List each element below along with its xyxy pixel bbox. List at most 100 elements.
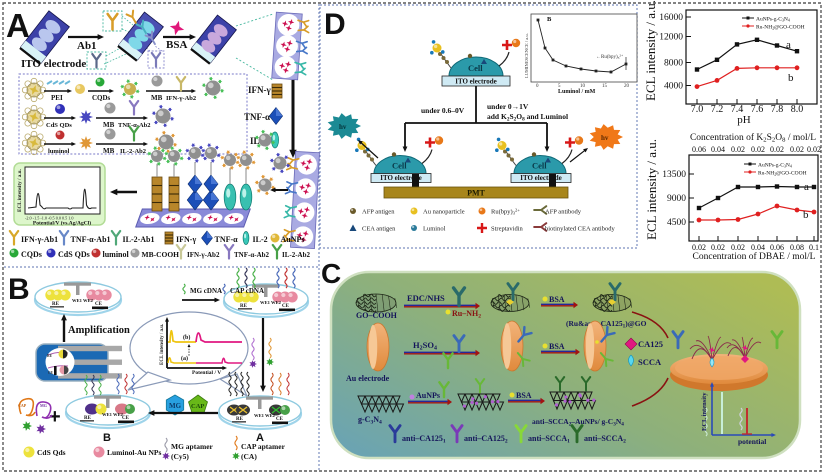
svg-text:BSA: BSA	[516, 391, 532, 400]
svg-text:hv: hv	[601, 134, 609, 142]
svg-text:MG cDNA: MG cDNA	[190, 287, 222, 295]
svg-text:ECL intensity / a.u.: ECL intensity / a.u.	[643, 0, 658, 101]
svg-text:Streptavidin: Streptavidin	[491, 226, 524, 233]
svg-text:IFN-γ: IFN-γ	[176, 235, 196, 244]
svg-text:0.02: 0.02	[731, 145, 745, 154]
svg-text:MG: MG	[40, 403, 47, 408]
svg-text:0.02: 0.02	[692, 243, 706, 252]
svg-text:PEI: PEI	[51, 94, 63, 102]
svg-text:-2.0 -1.5 -1.0 -0.5 0.0 0.5 1.: -2.0 -1.5 -1.0 -0.5 0.0 0.5 1.0	[25, 216, 74, 221]
svg-text:Cell: Cell	[392, 161, 407, 171]
svg-text:Cell: Cell	[468, 63, 483, 73]
svg-text:g-C3N4: g-C3N4	[358, 415, 382, 426]
svg-text:Potential/V (vs.Ag/AgCl): Potential/V (vs.Ag/AgCl)	[33, 220, 91, 227]
svg-text:CE: CE	[95, 302, 103, 307]
svg-text:C: C	[321, 258, 341, 289]
svg-text:B: B	[103, 432, 111, 444]
svg-text:Concentration of K2S2O8 / mol/: Concentration of K2S2O8 / mol/L	[690, 132, 816, 144]
svg-text:9000: 9000	[667, 194, 686, 204]
svg-text:Luminol / mM: Luminol / mM	[558, 89, 596, 95]
svg-text:ITO electrode: ITO electrode	[21, 58, 86, 70]
svg-text:WE1 WE2: WE1 WE2	[260, 300, 282, 305]
svg-text:PMT: PMT	[467, 189, 485, 198]
svg-text:0.02: 0.02	[711, 243, 725, 252]
svg-text:7.4: 7.4	[731, 104, 744, 115]
svg-text:anti–SCCA1: anti–SCCA1	[528, 434, 570, 445]
svg-text:7.6: 7.6	[751, 104, 764, 115]
svg-text:AuNPs: AuNPs	[416, 391, 440, 400]
svg-text:20: 20	[624, 84, 630, 89]
svg-text:TNF-α: TNF-α	[215, 235, 239, 244]
svg-text:(b): (b)	[183, 334, 190, 341]
svg-text:anti–CA1251: anti–CA1251	[402, 434, 446, 445]
svg-text:CE: CE	[122, 416, 130, 421]
svg-text:a: a	[786, 39, 791, 51]
svg-text:RE: RE	[84, 416, 92, 421]
svg-text:pH: pH	[737, 114, 751, 126]
svg-text:luminol: luminol	[48, 148, 70, 155]
svg-text:4500: 4500	[667, 218, 686, 228]
svg-text:CE: CE	[276, 417, 284, 422]
svg-text:SCCA: SCCA	[638, 357, 662, 367]
svg-text:TNF-α-Ab2: TNF-α-Ab2	[118, 122, 151, 129]
svg-text:TNF-α: TNF-α	[244, 112, 270, 122]
svg-text:CA125: CA125	[638, 339, 663, 349]
svg-text:GO–COOH: GO–COOH	[356, 311, 398, 320]
svg-text:0.02: 0.02	[790, 145, 804, 154]
svg-text:(a): (a)	[181, 355, 188, 362]
svg-text:12000: 12000	[659, 33, 683, 43]
svg-text:ECL intensity / a.u.: ECL intensity / a.u.	[160, 323, 165, 365]
svg-text:D: D	[324, 8, 346, 41]
svg-text:luminol: luminol	[103, 250, 130, 259]
svg-text:anti–SCCA2: anti–SCCA2	[584, 434, 626, 445]
svg-text:Cell: Cell	[532, 161, 547, 171]
svg-text:Ru-NH2@GO-COOH: Ru-NH2@GO-COOH	[756, 25, 805, 31]
svg-text:Luminol-Au NPs: Luminol-Au NPs	[107, 448, 161, 457]
svg-text:CdS QDs: CdS QDs	[46, 122, 72, 129]
svg-text:CAP cDNA: CAP cDNA	[230, 287, 264, 295]
svg-text:under 0.6–0V: under 0.6–0V	[421, 106, 465, 115]
svg-text:CAP: CAP	[18, 403, 27, 408]
svg-text:7.0: 7.0	[691, 104, 704, 115]
svg-text:0.02: 0.02	[807, 145, 821, 154]
svg-text:0.02: 0.02	[731, 243, 745, 252]
svg-text:potential: potential	[738, 437, 766, 446]
svg-text:5: 5	[558, 84, 561, 89]
svg-text:b: b	[788, 72, 794, 84]
svg-text:B: B	[8, 273, 30, 306]
svg-text:(Cy5): (Cy5)	[171, 452, 189, 461]
svg-text:IL-2-Ab2: IL-2-Ab2	[120, 148, 146, 155]
svg-text:BSA: BSA	[549, 295, 565, 304]
svg-text:under 0→1V: under 0→1V	[487, 102, 529, 111]
svg-text:Ru(bpy)32+: Ru(bpy)32+	[491, 208, 520, 216]
svg-text:Ru–NH2: Ru–NH2	[452, 309, 481, 320]
svg-text:MG aptamer: MG aptamer	[171, 442, 214, 451]
svg-text:RE: RE	[240, 304, 248, 309]
svg-text:RE: RE	[47, 354, 53, 358]
svg-text:MB: MB	[151, 94, 163, 102]
svg-text:TNF-α-Ab2: TNF-α-Ab2	[234, 251, 270, 259]
svg-text:EDC/NHS: EDC/NHS	[407, 293, 445, 303]
svg-text:MG: MG	[169, 402, 182, 410]
svg-text:CEA antigen: CEA antigen	[362, 226, 396, 233]
svg-text:AuNPs-g-C3N4: AuNPs-g-C3N4	[756, 17, 790, 23]
svg-text:ITO electrode: ITO electrode	[380, 174, 422, 182]
svg-text:IFN-γ-Ab2: IFN-γ-Ab2	[187, 251, 220, 259]
svg-text:8000: 8000	[664, 59, 683, 69]
svg-text:IFN-γ-Ab2: IFN-γ-Ab2	[166, 95, 196, 102]
svg-text:B: B	[547, 16, 552, 23]
svg-text:AFP antigen: AFP antigen	[362, 209, 395, 216]
svg-text:BSA: BSA	[549, 342, 565, 351]
svg-text:WE1 WE2: WE1 WE2	[102, 412, 124, 417]
svg-text:0.04: 0.04	[751, 243, 765, 252]
svg-text:0: 0	[536, 84, 539, 89]
svg-text:Potential / V: Potential / V	[192, 370, 221, 376]
svg-text:0.06: 0.06	[692, 145, 706, 154]
svg-text:0.08: 0.08	[790, 243, 804, 252]
svg-text:RE: RE	[236, 417, 244, 422]
svg-text:A: A	[256, 432, 264, 444]
svg-text:IL-2-Ab2: IL-2-Ab2	[282, 251, 311, 259]
svg-text:0.06: 0.06	[770, 243, 784, 252]
svg-text:A: A	[6, 7, 30, 44]
svg-text:4000: 4000	[664, 82, 683, 92]
